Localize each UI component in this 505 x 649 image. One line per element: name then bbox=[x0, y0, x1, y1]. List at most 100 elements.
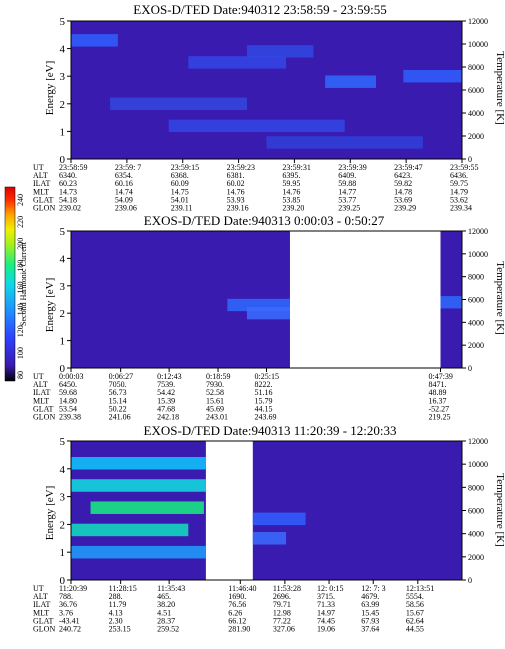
orbit-value: 239.11 bbox=[171, 204, 193, 213]
orbit-value: 3.76 bbox=[59, 608, 73, 617]
y-tick-label: 4 bbox=[60, 44, 66, 56]
orbit-value: 36.76 bbox=[59, 600, 77, 609]
signal-band bbox=[168, 119, 345, 133]
y-tick-label: 0 bbox=[60, 363, 66, 375]
panel-2: EXOS-D/TED Date:940313 0:00:03 - 0:50:27… bbox=[33, 213, 505, 422]
y-right-tick-label: 10000 bbox=[468, 40, 488, 49]
orbit-value: 239.25 bbox=[338, 204, 360, 213]
signal-band bbox=[246, 307, 290, 320]
orbit-row-label: MLT bbox=[33, 187, 49, 196]
orbit-value: 15.79 bbox=[255, 396, 273, 405]
signal-band bbox=[188, 56, 287, 69]
orbit-value: 45.69 bbox=[206, 404, 224, 413]
orbit-value: 52.58 bbox=[206, 388, 224, 397]
y-right-tick-label: 4000 bbox=[468, 109, 484, 118]
panel-2-ylabel-right: Temperature [K] bbox=[494, 261, 505, 334]
colorbar-tick-label: 120 bbox=[16, 325, 25, 337]
orbit-row-label: ILAT bbox=[33, 388, 50, 397]
orbit-row-label: UT bbox=[33, 584, 44, 593]
orbit-value: 23:59:39 bbox=[338, 163, 366, 172]
orbit-value: 16.37 bbox=[428, 396, 446, 405]
signal-band bbox=[252, 512, 306, 526]
y-tick-label: 0 bbox=[60, 154, 66, 166]
orbit-value: 67.93 bbox=[361, 616, 379, 625]
signal-band bbox=[71, 456, 206, 470]
orbit-value: 12:13:51 bbox=[406, 584, 434, 593]
orbit-value: 60.16 bbox=[115, 179, 133, 188]
signal-band bbox=[325, 75, 376, 88]
orbit-row-label: ALT bbox=[33, 380, 48, 389]
orbit-value: 77.22 bbox=[273, 616, 291, 625]
orbit-value: 59.95 bbox=[282, 179, 300, 188]
y-tick-label: 5 bbox=[60, 16, 66, 28]
signal-band bbox=[90, 501, 204, 514]
orbit-value: 14.80 bbox=[59, 396, 77, 405]
signal-band bbox=[246, 45, 314, 58]
orbit-value: 12: 7: 3 bbox=[361, 584, 385, 593]
y-tick-label: 3 bbox=[60, 71, 66, 83]
orbit-value: 259.52 bbox=[157, 625, 179, 634]
orbit-value: 48.89 bbox=[428, 388, 446, 397]
orbit-row-label: ALT bbox=[33, 592, 48, 601]
orbit-value: 15.39 bbox=[157, 396, 175, 405]
orbit-value: 239.34 bbox=[450, 204, 472, 213]
y-tick-label: 4 bbox=[60, 253, 66, 265]
panel-2-title: EXOS-D/TED Date:940313 0:00:03 - 0:50:27 bbox=[144, 213, 385, 228]
signal-band bbox=[252, 532, 287, 545]
y-tick-label: 4 bbox=[60, 464, 66, 476]
orbit-value: 54.42 bbox=[157, 388, 175, 397]
orbit-value: 53.62 bbox=[450, 195, 468, 204]
y-right-tick-label: 4000 bbox=[468, 318, 484, 327]
orbit-value: 54.01 bbox=[171, 195, 189, 204]
orbit-value: 51.16 bbox=[255, 388, 273, 397]
orbit-value: 0:00:03 bbox=[59, 372, 83, 381]
orbit-row-label: GLON bbox=[33, 413, 55, 422]
orbit-value: 1690. bbox=[228, 592, 246, 601]
orbit-value: 15.61 bbox=[206, 396, 224, 405]
orbit-value: 14.79 bbox=[450, 187, 468, 196]
panel-3-title: EXOS-D/TED Date:940313 11:20:39 - 12:20:… bbox=[144, 423, 397, 438]
panel-2-ylabel: Energy [eV] bbox=[44, 278, 56, 332]
orbit-value: 23:58:59 bbox=[59, 163, 87, 172]
orbit-value: 59.75 bbox=[450, 179, 468, 188]
orbit-row-label: ILAT bbox=[33, 600, 50, 609]
orbit-value: 11:46:40 bbox=[228, 584, 256, 593]
orbit-value: 240.72 bbox=[59, 625, 81, 634]
y-tick-label: 3 bbox=[60, 281, 66, 293]
y-right-tick-label: 2000 bbox=[468, 553, 484, 562]
colorbar-tick-label: 180 bbox=[16, 260, 25, 272]
colorbar-tick-label: 80 bbox=[16, 371, 25, 379]
orbit-value: 3715. bbox=[317, 592, 335, 601]
orbit-value: 14.74 bbox=[115, 187, 133, 196]
orbit-value: 15.45 bbox=[361, 608, 379, 617]
orbit-value: 6368. bbox=[171, 171, 189, 180]
orbit-value: -43.41 bbox=[59, 616, 80, 625]
orbit-value: 23:59:47 bbox=[394, 163, 422, 172]
panel-1: EXOS-D/TED Date:940312 23:58:59 - 23:59:… bbox=[33, 2, 505, 213]
orbit-value: 242.18 bbox=[157, 413, 179, 422]
panel-3-plot: 0 1 2 3 4 5 0 2000 4000 6000 8000 10000 12000 bbox=[60, 436, 489, 587]
orbit-value: 8471. bbox=[428, 380, 446, 389]
orbit-value: 465. bbox=[157, 592, 171, 601]
orbit-value: 53.54 bbox=[59, 404, 77, 413]
colorbar-gradient bbox=[4, 186, 16, 382]
orbit-value: 4679. bbox=[361, 592, 379, 601]
panel-1-plot: 0 1 2 3 4 5 0 2000 4000 6000 8000 10000 12000 bbox=[60, 16, 489, 166]
panel-2-plot: 0 1 2 3 4 5 0 2000 4000 6000 8000 10000 12000 bbox=[60, 226, 489, 375]
orbit-row-label: MLT bbox=[33, 396, 49, 405]
orbit-value: 239.02 bbox=[59, 204, 81, 213]
orbit-row-label: GLON bbox=[33, 625, 55, 634]
orbit-value: 6423. bbox=[394, 171, 412, 180]
orbit-value: 50.22 bbox=[109, 404, 127, 413]
orbit-value: 11:20:39 bbox=[59, 584, 87, 593]
colorbar-label: Second Harmonic Current bbox=[19, 241, 28, 326]
orbit-value: 0:06:27 bbox=[109, 372, 133, 381]
orbit-value: 54.18 bbox=[59, 195, 77, 204]
orbit-value: 23:59:31 bbox=[282, 163, 310, 172]
y-right-tick-label: 12000 bbox=[468, 437, 488, 446]
panel-1-title: EXOS-D/TED Date:940312 23:58:59 - 23:59:… bbox=[133, 2, 386, 17]
orbit-value: 28.37 bbox=[157, 616, 175, 625]
y-tick-label: 1 bbox=[60, 547, 66, 559]
orbit-value: 15.14 bbox=[109, 396, 127, 405]
orbit-row-label: GLAT bbox=[33, 616, 54, 625]
